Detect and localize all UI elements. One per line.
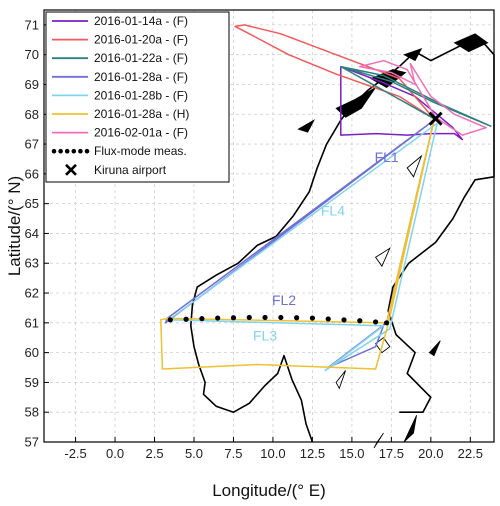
flux-mode-point: [262, 314, 268, 321]
flight-leg-label: FL3: [253, 328, 277, 344]
x-tick-label: 12.5: [300, 446, 325, 461]
inland-water: [406, 154, 423, 178]
coastline: [190, 33, 495, 449]
flux-mode-point: [215, 315, 221, 321]
legend-swatch-dot: [51, 148, 57, 154]
coastline-island: [373, 432, 384, 449]
flight-leg-label: FL2: [272, 292, 296, 308]
legend-label: 2016-01-20a - (F): [94, 33, 188, 47]
legend-label: 2016-01-22a - (F): [94, 51, 188, 65]
flight-track-2016-01-28a-h-: [160, 120, 435, 370]
y-tick-label: 63: [25, 256, 39, 271]
legend-swatch-dot: [58, 148, 63, 154]
x-tick-label: -2.5: [64, 446, 86, 461]
y-tick-label: 70: [25, 47, 39, 62]
legend-label: 2016-01-28a - (H): [94, 107, 189, 121]
x-tick-label: 5.0: [185, 446, 203, 461]
flight-track-2016-02-01a-f-: [359, 59, 487, 136]
coastline-island: [428, 340, 441, 357]
y-tick-label: 59: [25, 375, 39, 390]
coastline-island: [403, 47, 423, 62]
coastline-island: [297, 119, 315, 133]
flight-tracks: [160, 24, 492, 372]
coastline-mainland: [190, 36, 495, 443]
y-tick-label: 71: [25, 17, 39, 32]
flux-mode-point: [230, 315, 237, 321]
y-tick-label: 62: [25, 286, 39, 301]
x-tick-label: 22.5: [458, 446, 483, 461]
flux-mode-point: [341, 317, 347, 323]
flux-mode-point: [167, 317, 173, 323]
x-tick-label: 7.5: [224, 446, 242, 461]
flux-mode-point: [199, 316, 205, 322]
y-tick-label: 57: [25, 435, 39, 450]
y-tick-label: 61: [25, 315, 39, 330]
flight-track-2016-01-22a-f-: [340, 65, 492, 127]
legend: 2016-01-14a - (F) 2016-01-20a - (F) 2016-0…: [45, 11, 230, 183]
x-tick-label: 20.0: [418, 446, 443, 461]
legend-label: Flux-mode meas.: [94, 144, 187, 158]
kiruna-marker: [428, 111, 443, 126]
legend-swatch-dot: [71, 148, 77, 154]
flux-mode-point: [183, 316, 189, 322]
coastline-island: [453, 33, 489, 53]
x-tick-label: 15.0: [339, 446, 364, 461]
y-tick-label: 60: [25, 345, 39, 360]
legend-label: Kiruna airport: [94, 163, 167, 177]
legend-swatch-dot: [78, 148, 83, 154]
inland-water: [335, 370, 347, 390]
flux-mode-track: [167, 314, 390, 326]
flight-leg-labels: FL1 FL4 FL2 FL3: [253, 149, 399, 344]
coastline-island: [335, 87, 376, 118]
flight-track-2016-01-20a-f-: [234, 24, 435, 120]
kiruna-marker-stroke: [428, 111, 443, 126]
flight-track-2016-01-28b-f-: [167, 122, 438, 372]
coastline-island: [403, 415, 417, 443]
flight-leg-label: FL4: [321, 203, 345, 219]
legend-swatch-dot: [64, 148, 70, 154]
flux-mode-point: [309, 315, 316, 321]
flux-mode-point: [294, 315, 300, 321]
y-tick-label: 67: [25, 137, 39, 152]
y-tick-label: 68: [25, 107, 39, 122]
axis-ticks: -2.5 0.0 2.5 5.0 7.5 10.0 12.5 15.0 17.5 20.0 22.5…: [25, 17, 483, 461]
x-tick-label: 2.5: [145, 446, 163, 461]
flux-mode-point: [384, 320, 390, 326]
x-axis-label: Longitude/(° E): [212, 481, 326, 500]
legend-label: 2016-01-14a - (F): [94, 14, 188, 28]
legend-label: 2016-01-28a - (F): [94, 70, 188, 84]
inland-water: [374, 337, 391, 354]
flux-mode-point: [325, 316, 331, 322]
flight-track-2016-01-14a-f-: [340, 65, 464, 141]
y-tick-label: 64: [25, 226, 39, 241]
y-axis-label: Latitude/(° N): [5, 176, 24, 276]
flux-mode-point: [278, 314, 284, 321]
inland-water: [374, 247, 391, 268]
flux-mode-point: [372, 319, 379, 325]
legend-label: 2016-02-01a - (F): [94, 126, 188, 140]
x-tick-label: 17.5: [379, 446, 404, 461]
x-tick-label: 10.0: [260, 446, 285, 461]
flight-leg-label: FL1: [375, 149, 399, 165]
y-tick-label: 69: [25, 77, 39, 92]
y-tick-label: 58: [25, 405, 39, 420]
legend-label: 2016-01-28b - (F): [94, 88, 188, 102]
legend-swatch-dot: [84, 148, 90, 154]
flux-mode-point: [357, 318, 363, 324]
y-tick-label: 66: [25, 166, 39, 181]
y-tick-label: 65: [25, 196, 39, 211]
plot-frame: [43, 9, 495, 443]
legend-swatch-x: [65, 163, 77, 176]
flux-mode-point: [246, 314, 252, 321]
x-tick-label: 0.0: [106, 446, 124, 461]
